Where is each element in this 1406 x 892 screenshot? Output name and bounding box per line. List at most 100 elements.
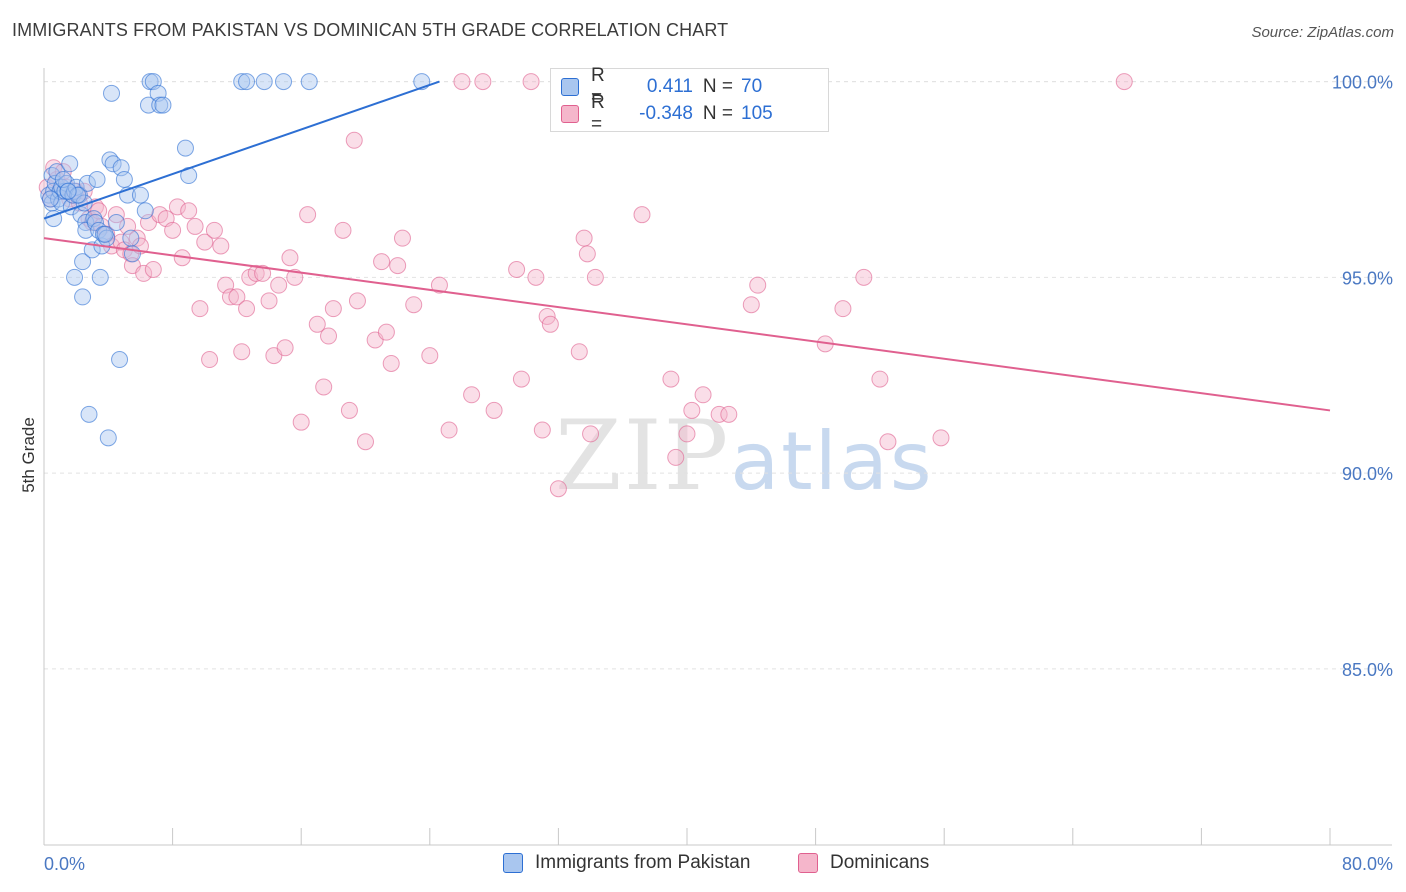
data-point — [575, 229, 593, 247]
data-point — [168, 198, 186, 216]
data-point — [512, 370, 530, 388]
axes — [43, 68, 1392, 846]
data-point — [176, 139, 194, 157]
data-point — [879, 433, 897, 451]
data-point — [238, 73, 256, 91]
legend-r-label: R = — [591, 65, 605, 108]
data-point — [260, 292, 278, 310]
data-point — [508, 260, 526, 278]
data-point — [348, 292, 366, 310]
data-point — [382, 354, 400, 372]
data-point — [212, 237, 230, 255]
watermark-zip: ZIP — [555, 400, 731, 512]
data-point — [66, 268, 84, 286]
data-point — [88, 170, 106, 188]
legend-swatch-pink — [798, 853, 818, 873]
data-point — [91, 268, 109, 286]
legend-n-label: N = — [702, 76, 733, 97]
data-point — [485, 401, 503, 419]
watermark-atlas: atlas — [730, 415, 934, 508]
legend-label-dominicans: Dominicans — [830, 852, 930, 873]
y-axis-label: 5th Grade — [19, 417, 38, 493]
data-point — [834, 300, 852, 318]
data-point — [334, 221, 352, 239]
data-point — [180, 202, 198, 220]
data-point — [123, 245, 141, 263]
data-point — [135, 264, 153, 282]
data-point — [80, 405, 98, 423]
legend-label-pakistan: Immigrants from Pakistan — [535, 852, 751, 873]
axis-labels: 85.0% 90.0% 95.0% 100.0% 0.0% 80.0% 5th Grade — [19, 73, 1393, 874]
data-point — [186, 217, 204, 235]
data-point — [742, 296, 760, 314]
data-point — [678, 425, 696, 443]
data-point — [74, 288, 92, 306]
data-point — [421, 347, 439, 365]
data-point — [286, 268, 304, 286]
data-point — [107, 214, 125, 232]
grid — [44, 81, 1392, 670]
data-point — [221, 288, 239, 306]
data-point — [270, 276, 288, 294]
legend-r-value: 0.411 — [646, 76, 693, 97]
data-point — [111, 351, 129, 369]
watermark: ZIPatlas — [555, 400, 934, 512]
data-point — [275, 73, 293, 91]
data-point — [586, 268, 604, 286]
data-point — [871, 370, 889, 388]
data-point — [136, 202, 154, 220]
data-point — [440, 421, 458, 439]
data-point — [474, 73, 492, 91]
trend-lines — [43, 80, 1331, 412]
legend-swatch-pink — [561, 105, 579, 123]
x-tick-label: 80.0% — [1342, 854, 1393, 874]
data-point — [233, 73, 251, 91]
data-point — [196, 233, 214, 251]
y-tick-label: 85.0% — [1342, 660, 1393, 680]
data-point — [667, 448, 685, 466]
data-point — [345, 131, 363, 149]
data-point — [122, 229, 140, 247]
legend-row-pakistan: R = 0.411 N = 70 — [561, 65, 791, 108]
legend-swatch-blue — [503, 853, 523, 873]
data-point — [710, 405, 728, 423]
data-point — [694, 386, 712, 404]
correlation-legend: R = 0.411 N = 70 R = -0.348 N = 105 — [550, 65, 829, 135]
data-point — [254, 264, 272, 282]
chart-title: IMMIGRANTS FROM PAKISTAN VS DOMINICAN 5T… — [12, 20, 729, 40]
data-point — [59, 182, 77, 200]
data-point — [855, 268, 873, 286]
data-point — [932, 429, 950, 447]
legend-n-label: N = — [702, 103, 733, 124]
y-tick-label: 95.0% — [1342, 268, 1393, 288]
data-point — [96, 225, 114, 243]
data-point — [78, 174, 96, 192]
data-point — [373, 253, 391, 271]
data-point — [393, 229, 411, 247]
legend-n-value: 70 — [741, 76, 763, 97]
data-point — [164, 221, 182, 239]
data-point — [578, 245, 596, 263]
data-point — [201, 351, 219, 369]
data-point — [115, 170, 133, 188]
data-point — [324, 300, 342, 318]
data-point — [1115, 73, 1133, 91]
legend-n-value: 105 — [741, 103, 773, 124]
data-point — [191, 300, 209, 318]
data-point — [749, 276, 767, 294]
data-point — [549, 480, 567, 498]
trend-line — [43, 237, 1331, 412]
data-point — [238, 300, 256, 318]
legend-r-value: -0.348 — [639, 103, 693, 124]
data-point — [720, 405, 738, 423]
data-point — [69, 186, 87, 204]
series-dominicans — [38, 73, 1133, 498]
data-point — [683, 401, 701, 419]
data-point — [300, 73, 318, 91]
data-point — [104, 155, 122, 173]
data-point — [389, 257, 407, 275]
y-tick-label: 90.0% — [1342, 464, 1393, 484]
data-point — [61, 155, 79, 173]
data-point — [233, 343, 251, 361]
